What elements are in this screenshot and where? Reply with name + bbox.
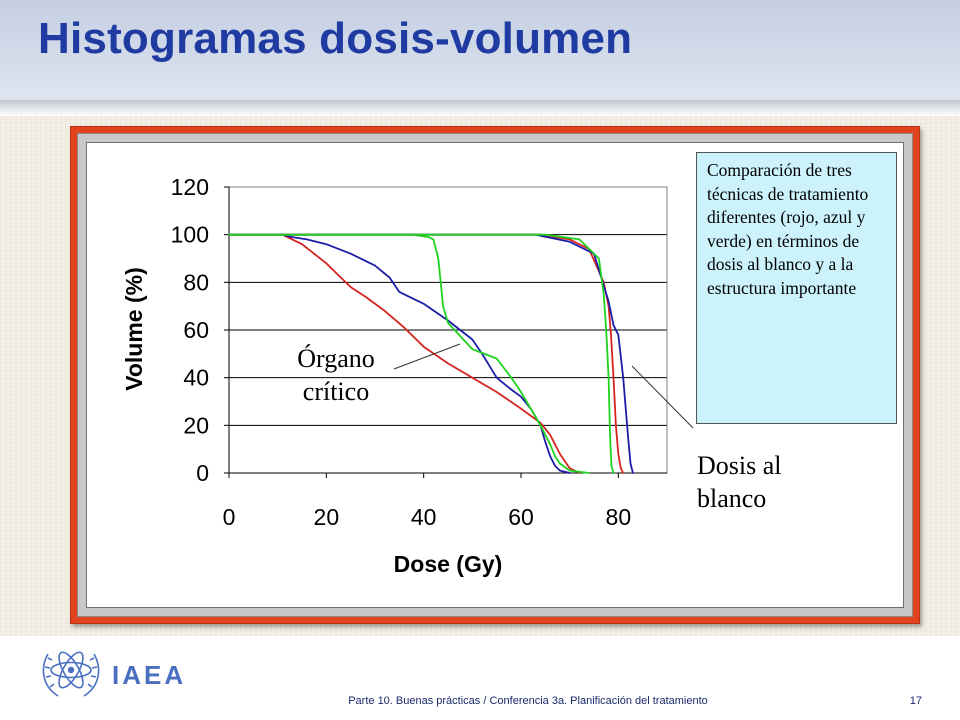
chart-tick-labels: 0 20 40 60 80 100 120 0 20 40 60 80 [171,174,632,530]
y-tick-label: 60 [183,317,209,343]
header-band: Histogramas dosis-volumen [0,0,960,100]
y-tick-label: 40 [183,365,209,391]
y-tick-label: 0 [196,460,209,486]
dvh-series-line-5 [228,233,634,474]
target-leader-line [631,365,694,429]
comparison-note-text: Comparación de tres técnicas de tratamie… [707,160,869,298]
iaea-logo-icon [42,651,100,697]
organ-leader-line [393,343,461,370]
y-tick-label: 100 [171,222,209,248]
y-axis-label: Volume (%) [121,267,147,391]
x-tick-label: 80 [606,504,632,530]
comparison-note-box: Comparación de tres técnicas de tratamie… [696,152,897,424]
x-axis-label: Dose (Gy) [394,551,503,577]
x-tick-label: 40 [411,504,437,530]
dvh-series-line-1 [228,233,581,474]
y-tick-label: 20 [183,412,209,438]
dvh-series-line-4 [228,233,625,474]
x-tick-label: 20 [314,504,340,530]
page-number: 17 [909,695,922,707]
y-tick-label: 120 [171,174,209,200]
y-tick-label: 80 [183,269,209,295]
dvh-series-line-2 [228,233,571,474]
target-dose-line-1: Dosis al [697,451,782,480]
dvh-series-line-6 [228,233,615,474]
slide-title: Histogramas dosis-volumen [38,14,633,63]
x-tick-label: 60 [508,504,534,530]
dvh-series-line-3 [228,233,590,474]
chart-axes [224,186,667,478]
critical-organ-line-1: Órgano [297,344,375,373]
critical-organ-annotation: Órgano crítico [280,342,392,408]
target-dose-annotation: Dosis al blanco [697,449,817,515]
footer-caption: Parte 10. Buenas prácticas / Conferencia… [348,695,708,707]
organization-name: IAEA [112,660,187,690]
chart-series [228,233,634,474]
x-tick-label: 0 [223,504,236,530]
critical-organ-line-2: crítico [302,377,370,406]
header-shadow [0,100,960,116]
target-dose-line-2: blanco [697,484,767,513]
